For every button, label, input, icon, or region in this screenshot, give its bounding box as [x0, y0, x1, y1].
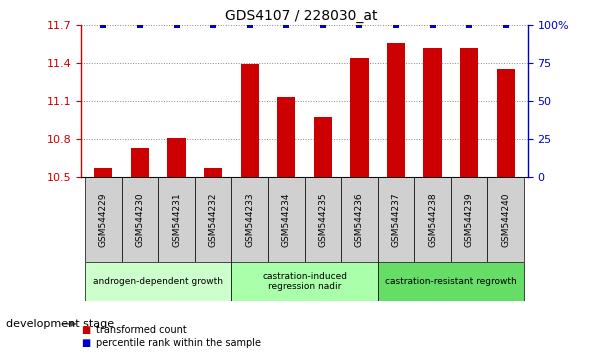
Text: GSM544240: GSM544240 — [501, 192, 510, 247]
Bar — [85, 177, 122, 262]
Text: transformed count: transformed count — [96, 325, 187, 335]
Point — [282, 22, 291, 28]
Bar — [268, 177, 305, 262]
Text: GDS4107 / 228030_at: GDS4107 / 228030_at — [226, 9, 377, 23]
Text: GSM544231: GSM544231 — [172, 192, 181, 247]
Bar — [122, 177, 158, 262]
Bar — [460, 47, 478, 177]
Text: GSM544238: GSM544238 — [428, 192, 437, 247]
Point — [464, 22, 474, 28]
Point — [501, 22, 511, 28]
Bar — [277, 97, 295, 177]
Bar — [423, 47, 441, 177]
Bar — [414, 177, 451, 262]
Bar — [131, 148, 149, 177]
Text: GSM544237: GSM544237 — [391, 192, 400, 247]
Bar — [451, 177, 487, 262]
Bar — [377, 177, 414, 262]
Point — [172, 22, 182, 28]
Point — [98, 22, 108, 28]
Bar — [350, 58, 368, 177]
Bar — [377, 262, 524, 301]
Bar — [232, 262, 377, 301]
Bar — [94, 168, 113, 177]
Bar — [195, 177, 232, 262]
Text: ■: ■ — [81, 338, 90, 348]
Bar — [305, 177, 341, 262]
Text: GSM544234: GSM544234 — [282, 192, 291, 247]
Bar — [158, 177, 195, 262]
Point — [391, 22, 401, 28]
Bar — [487, 177, 524, 262]
Text: castration-resistant regrowth: castration-resistant regrowth — [385, 277, 517, 286]
Text: GSM544233: GSM544233 — [245, 192, 254, 247]
Text: androgen-dependent growth: androgen-dependent growth — [93, 277, 223, 286]
Bar — [496, 69, 515, 177]
Text: GSM544230: GSM544230 — [136, 192, 145, 247]
Bar — [85, 262, 232, 301]
Bar — [241, 64, 259, 177]
Text: GSM544236: GSM544236 — [355, 192, 364, 247]
Bar — [341, 177, 377, 262]
Bar — [232, 177, 268, 262]
Text: GSM544235: GSM544235 — [318, 192, 327, 247]
Bar — [387, 42, 405, 177]
Text: GSM544239: GSM544239 — [464, 192, 473, 247]
Point — [428, 22, 437, 28]
Bar — [204, 168, 223, 177]
Point — [355, 22, 364, 28]
Point — [208, 22, 218, 28]
Text: ■: ■ — [81, 325, 90, 335]
Text: castration-induced
regression nadir: castration-induced regression nadir — [262, 272, 347, 291]
Point — [135, 22, 145, 28]
Text: percentile rank within the sample: percentile rank within the sample — [96, 338, 262, 348]
Point — [318, 22, 327, 28]
Text: GSM544229: GSM544229 — [99, 192, 108, 247]
Text: development stage: development stage — [6, 319, 114, 329]
Point — [245, 22, 254, 28]
Bar — [314, 118, 332, 177]
Bar — [168, 138, 186, 177]
Text: GSM544232: GSM544232 — [209, 192, 218, 247]
